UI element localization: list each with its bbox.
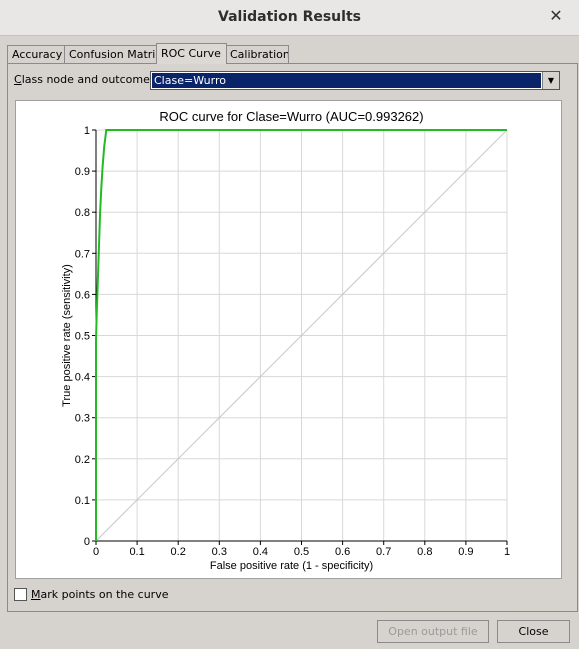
- class-node-label-text: lass node and outcome: [21, 73, 150, 86]
- x-tick-label-9: 0.9: [458, 546, 473, 558]
- x-tick-label-1: 0.1: [129, 546, 144, 558]
- x-tick-label-5: 0.5: [294, 546, 309, 558]
- class-node-label-accel: C: [14, 73, 22, 86]
- x-tick-label-3: 0.3: [212, 546, 227, 558]
- chart-title: ROC curve for Clase=Wurro (AUC=0.993262): [159, 109, 423, 124]
- diagonal-reference-line: [95, 129, 508, 542]
- y-tick-label-9: 0.9: [75, 166, 90, 178]
- y-tick-label-3: 0.3: [75, 413, 90, 425]
- window-title: Validation Results: [218, 9, 361, 25]
- y-axis-label: True positive rate (sensitivity): [61, 264, 73, 407]
- class-node-label: Class node and outcome: [14, 73, 150, 86]
- roc-chart-svg: 0 0.1 0.2 0.3 0.4 0.5 0.6 0.7 0.8 0.9 1 0 0.1 0.2 0.3 0…: [61, 109, 510, 572]
- x-tick-label-2: 0.2: [171, 546, 186, 558]
- class-outcome-value: Clase=Wurro: [152, 73, 541, 88]
- tab-accuracy[interactable]: Accuracy: [7, 45, 65, 63]
- x-tick-label-0: 0: [93, 546, 99, 558]
- roc-curve-line-0: [95, 129, 507, 541]
- title-bar: Validation Results ✕: [0, 0, 579, 36]
- y-tick-label-4: 0.4: [75, 372, 90, 384]
- class-outcome-select[interactable]: Clase=Wurro ▼: [150, 71, 560, 90]
- roc-chart: 0 0.1 0.2 0.3 0.4 0.5 0.6 0.7 0.8 0.9 1 0 0.1 0.2 0.3 0…: [15, 100, 562, 579]
- mark-points-label: Mark points on the curve: [31, 588, 168, 601]
- dropdown-arrow-icon[interactable]: ▼: [542, 72, 559, 89]
- close-icon[interactable]: ✕: [549, 6, 563, 25]
- y-tick-label-6: 0.6: [75, 289, 90, 301]
- x-tick-label-4: 0.4: [253, 546, 268, 558]
- x-axis-label: False positive rate (1 - specificity): [210, 560, 373, 572]
- y-tick-label-7: 0.7: [75, 248, 90, 260]
- open-output-file-button[interactable]: Open output file: [377, 620, 489, 643]
- tab-calibration[interactable]: Calibration: [225, 45, 289, 63]
- tab-roc-curve[interactable]: ROC Curve: [156, 43, 227, 64]
- y-tick-label-8: 0.8: [75, 207, 90, 219]
- mark-points-label-text: ark points on the curve: [40, 588, 169, 601]
- x-tick-label-8: 0.8: [417, 546, 432, 558]
- y-tick-label-1: 0.1: [75, 495, 90, 507]
- mark-points-checkbox[interactable]: [14, 588, 27, 601]
- y-tick-label-2: 0.2: [75, 454, 90, 466]
- y-tick-label-10: 1: [84, 125, 90, 137]
- tab-confusion-matrix[interactable]: Confusion Matrix: [64, 45, 159, 63]
- x-tick-label-6: 0.6: [335, 546, 350, 558]
- x-tick-label-10: 1: [504, 546, 510, 558]
- y-tick-label-0: 0: [84, 536, 90, 548]
- y-tick-label-5: 0.5: [75, 331, 90, 343]
- mark-points-label-accel: M: [31, 588, 41, 601]
- close-button[interactable]: Close: [497, 620, 570, 643]
- x-tick-label-7: 0.7: [376, 546, 391, 558]
